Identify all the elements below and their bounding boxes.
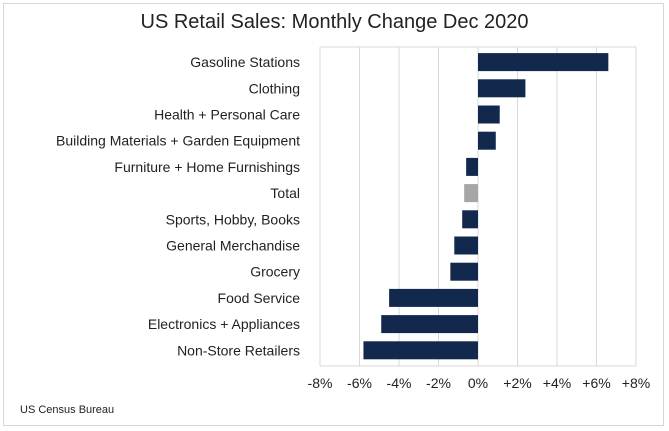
category-label: Sports, Hobby, Books <box>166 211 300 227</box>
bar-non-store-retailers <box>363 341 478 360</box>
x-tick-label: -6% <box>347 375 372 391</box>
bar-general-merchandise <box>454 236 478 255</box>
category-label: Gasoline Stations <box>190 54 300 70</box>
x-tick-labels: -8% -6% -4% -2% 0% +2% +4% +6% +8% <box>308 375 651 391</box>
bar-clothing <box>478 79 526 98</box>
bar-building-materials-garden-equipment <box>478 131 496 150</box>
bar-total <box>464 184 478 203</box>
gridlines <box>319 46 637 367</box>
chart-title: US Retail Sales: Monthly Change Dec 2020 <box>140 11 529 33</box>
x-tick-label: +2% <box>503 375 531 391</box>
x-tick-label: -2% <box>426 375 451 391</box>
category-label: General Merchandise <box>166 238 300 254</box>
bar-electronics-appliances <box>381 315 478 334</box>
x-tick-label: +4% <box>543 375 571 391</box>
x-tick-label: -8% <box>308 375 333 391</box>
bar-grocery <box>450 262 478 281</box>
category-label: Clothing <box>249 80 300 96</box>
source-note: US Census Bureau <box>20 404 115 416</box>
bar-food-service <box>389 288 478 307</box>
category-labels: Gasoline Stations Clothing Health + Person… <box>56 54 300 358</box>
category-label: Grocery <box>250 264 300 280</box>
x-tick-label: -4% <box>387 375 412 391</box>
x-tick-label: +6% <box>582 375 610 391</box>
category-label: Total <box>270 185 300 201</box>
category-label: Food Service <box>218 290 301 306</box>
category-label: Furniture + Home Furnishings <box>114 159 300 175</box>
chart-frame <box>3 3 664 426</box>
category-label: Electronics + Appliances <box>148 316 300 332</box>
bars <box>363 53 609 360</box>
bar-sports-hobby-books <box>462 210 478 229</box>
category-label: Health + Personal Care <box>154 107 300 123</box>
bar-furniture-home-furnishings <box>466 157 478 176</box>
bar-gasoline-stations <box>478 53 609 72</box>
x-tick-label: 0% <box>468 375 488 391</box>
category-label: Building Materials + Garden Equipment <box>56 133 300 149</box>
x-tick-label: +8% <box>622 375 650 391</box>
bar-health-personal-care <box>478 105 500 124</box>
category-label: Non-Store Retailers <box>177 342 300 358</box>
